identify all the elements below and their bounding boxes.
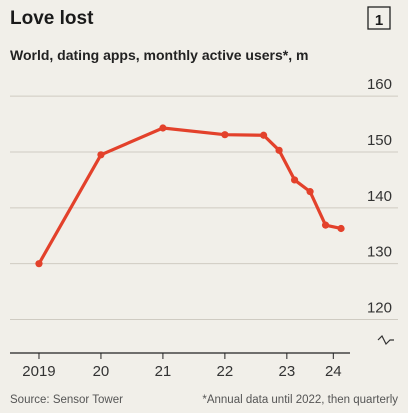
point <box>321 221 330 229</box>
x-tick-label: 21 <box>155 363 172 380</box>
point <box>290 176 299 184</box>
badge-box <box>367 6 391 30</box>
x-tick-label: 23 <box>278 363 295 380</box>
point <box>221 131 229 139</box>
x-tick-label: 22 <box>217 363 234 380</box>
y-tick-label: 160 <box>367 76 392 93</box>
y-tick-label: 120 <box>367 300 392 317</box>
point <box>97 151 105 159</box>
y-tick-label: 140 <box>367 188 392 205</box>
point <box>306 188 314 196</box>
line <box>37 126 342 265</box>
note: *Annual data until 2022, then quarterly <box>202 394 398 406</box>
x-tick-label: 2019 <box>22 363 55 380</box>
chart-title: Love lost <box>10 8 94 29</box>
point <box>159 124 167 132</box>
y-tick-label: 130 <box>367 244 392 261</box>
source: Source: Sensor Tower <box>10 394 123 406</box>
x-tick-label: 24 <box>325 363 342 380</box>
point <box>35 260 43 268</box>
point <box>337 224 345 233</box>
badge: 1 <box>375 12 383 29</box>
point <box>275 146 283 154</box>
chart-subtitle: World, dating apps, monthly active users… <box>10 47 308 63</box>
axis-break <box>377 334 394 346</box>
y-tick-label: 150 <box>367 132 392 149</box>
point <box>260 131 268 139</box>
x-tick-label: 20 <box>93 363 110 380</box>
